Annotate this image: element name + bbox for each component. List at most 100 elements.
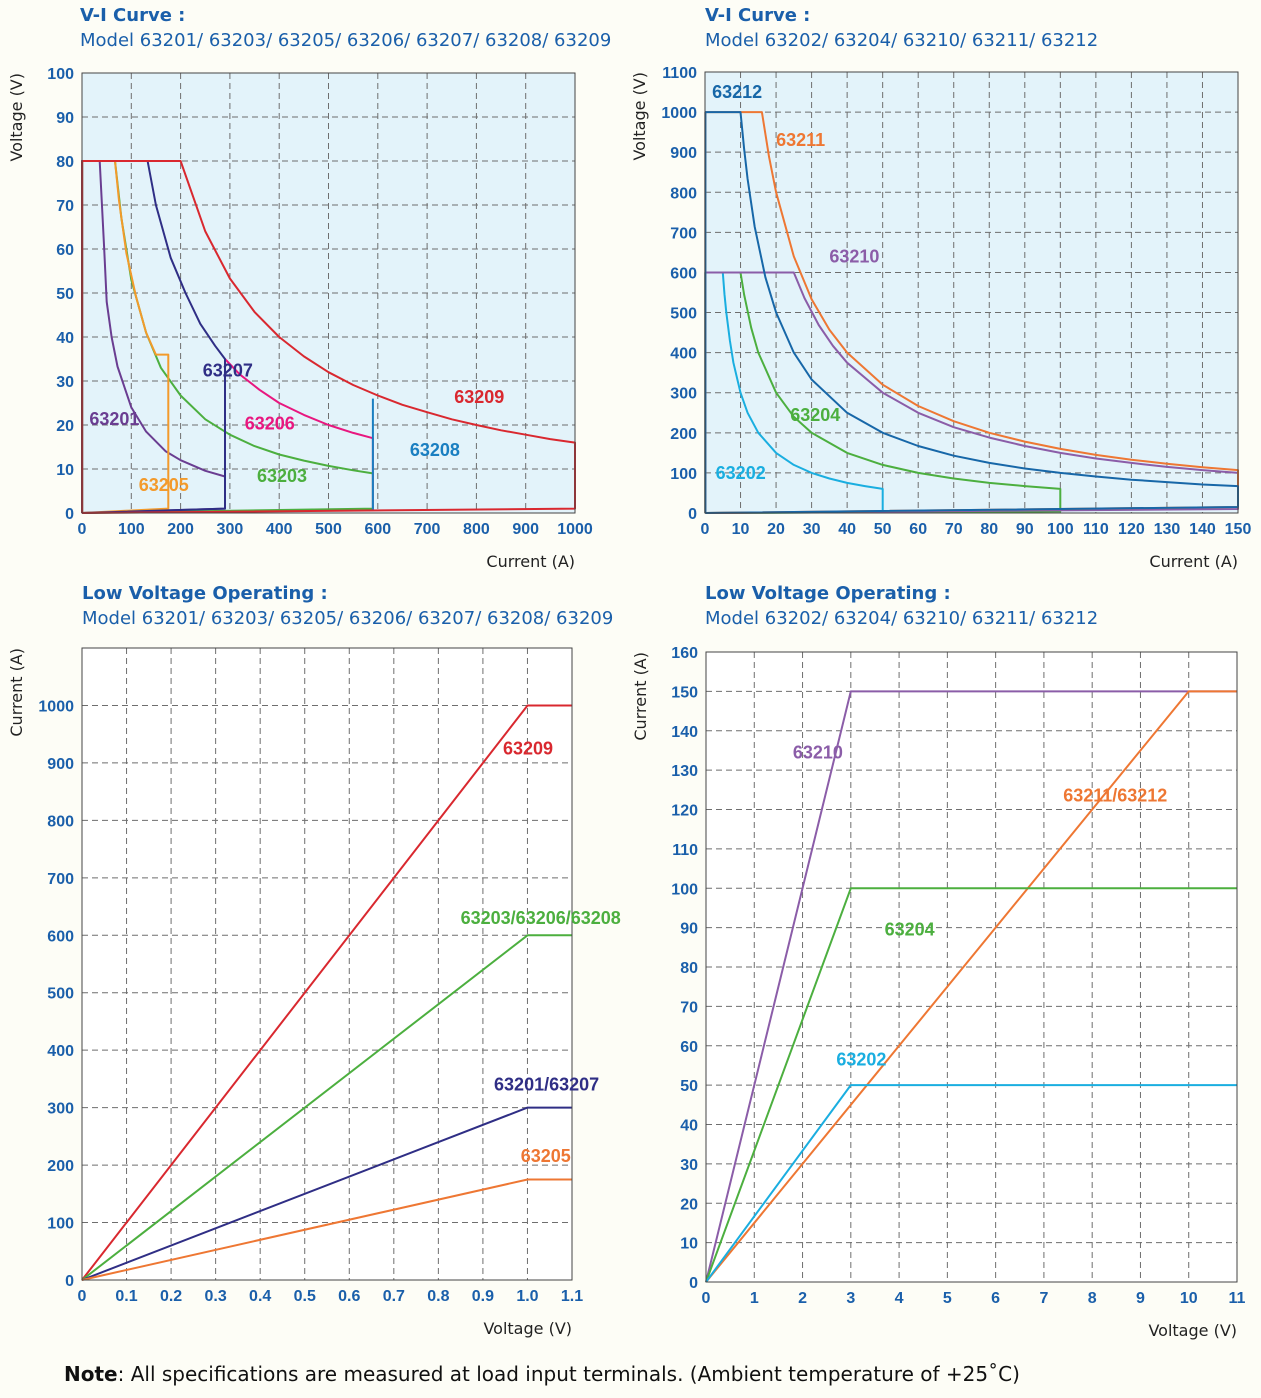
plot-frame: [81, 72, 576, 514]
y-tick-label: 1100: [662, 65, 697, 82]
y-tick-label: 200: [670, 426, 697, 443]
y-tick-label: 100: [670, 466, 697, 483]
footnote: Note: All specifications are measured at…: [64, 1362, 1020, 1386]
y-tick-label: 0: [65, 506, 74, 523]
y-tick-label: 200: [47, 1158, 74, 1175]
y-tick-label: 1000: [661, 105, 697, 122]
x-axis-title: Current (A): [486, 552, 575, 571]
y-tick-label: 300: [47, 1101, 74, 1118]
chart3-title: Low Voltage Operating :: [82, 583, 328, 604]
x-tick-label: 0.2: [160, 1288, 182, 1305]
x-tick-label: 3: [846, 1290, 855, 1307]
series-line-63205: [81, 1178, 572, 1281]
series-line-63203-63206-63208: [81, 934, 572, 1281]
x-tick-label: 130: [1154, 521, 1181, 538]
plot-frame: [705, 651, 1238, 1283]
y-tick-label: 800: [47, 813, 74, 830]
plot-frame: [704, 71, 1239, 514]
chart2-title-block: V-I Curve : Model 63202/ 63204/ 63210/ 6…: [705, 4, 1098, 54]
y-tick-label: 700: [47, 871, 74, 888]
y-tick-label: 130: [671, 763, 698, 780]
series-label-63205: 63205: [521, 1146, 571, 1166]
x-tick-label: 80: [980, 521, 998, 538]
series-line-63209: [81, 704, 572, 1281]
y-tick-label: 140: [671, 724, 698, 741]
y-axis-title: Voltage (V): [630, 72, 649, 161]
y-tick-label: 100: [47, 66, 74, 83]
chart4-title-block: Low Voltage Operating : Model 63202/ 632…: [705, 582, 1098, 632]
y-tick-label: 20: [680, 1196, 698, 1213]
x-tick-label: 70: [945, 521, 963, 538]
y-tick-label: 60: [680, 1039, 698, 1056]
y-tick-label: 50: [680, 1078, 698, 1095]
series-line-63204: [704, 271, 1062, 514]
plot-frame: [81, 647, 573, 1281]
y-axis-title: Voltage (V): [7, 73, 26, 162]
series-label-63212: 63212: [712, 82, 762, 102]
x-axis-title: Voltage (V): [483, 1319, 572, 1338]
y-tick-label: 120: [671, 803, 698, 820]
y-tick-label: 20: [56, 418, 74, 435]
chart3-title-block: Low Voltage Operating : Model 63201/ 632…: [82, 582, 613, 632]
y-tick-label: 160: [671, 645, 698, 662]
chart4-title: Low Voltage Operating :: [705, 583, 951, 604]
x-tick-label: 0.1: [115, 1288, 137, 1305]
y-tick-label: 10: [680, 1236, 698, 1253]
y-axis-title: Current (A): [631, 652, 650, 741]
x-tick-label: 150: [1225, 521, 1252, 538]
series-label-63203: 63203: [257, 466, 307, 486]
series-label-63204: 63204: [885, 920, 935, 940]
series-label-63209: 63209: [503, 738, 553, 758]
series-label-63203-63206-63208: 63203/63206/63208: [461, 908, 621, 928]
series-label-63207: 63207: [203, 361, 253, 381]
x-tick-label: 100: [1047, 521, 1074, 538]
series-label-63205: 63205: [139, 475, 189, 495]
y-axis-title: Current (A): [7, 648, 26, 737]
y-tick-label: 110: [672, 842, 698, 859]
y-tick-label: 900: [670, 145, 697, 162]
chart2-title: V-I Curve :: [705, 5, 811, 26]
x-tick-label: 0.7: [383, 1288, 405, 1305]
y-tick-label: 100: [47, 1216, 74, 1233]
y-tick-label: 300: [670, 386, 697, 403]
y-tick-label: 600: [47, 928, 74, 945]
series-label-63210: 63210: [793, 742, 843, 762]
x-tick-label: 11: [1229, 1290, 1246, 1307]
series-label-63211-63212: 63211/63212: [1063, 786, 1167, 806]
y-tick-label: 10: [56, 462, 74, 479]
y-tick-label: 40: [680, 1118, 698, 1135]
x-axis-title: Voltage (V): [1148, 1321, 1237, 1340]
x-tick-label: 8: [1088, 1290, 1097, 1307]
x-tick-label: 0.3: [205, 1288, 227, 1305]
y-tick-label: 90: [680, 921, 698, 938]
x-tick-label: 7: [1039, 1290, 1048, 1307]
y-tick-label: 40: [56, 330, 74, 347]
x-tick-label: 800: [463, 521, 490, 538]
x-tick-label: 500: [315, 521, 342, 538]
plot-background: [705, 72, 1238, 513]
series-label-63201: 63201: [89, 409, 139, 429]
y-tick-label: 60: [56, 242, 74, 259]
x-tick-label: 0.8: [427, 1288, 449, 1305]
series-line-63201-63207: [81, 1106, 572, 1281]
series-label-63204: 63204: [790, 405, 840, 425]
y-tick-label: 30: [680, 1157, 698, 1174]
x-tick-label: 900: [512, 521, 539, 538]
series-label-63211: 63211: [776, 130, 825, 150]
x-tick-label: 700: [414, 521, 441, 538]
y-tick-label: 0: [689, 1275, 698, 1292]
x-tick-label: 110: [1083, 521, 1109, 538]
x-tick-label: 1: [750, 1290, 759, 1307]
x-tick-label: 400: [266, 521, 293, 538]
note-text: : All specifications are measured at loa…: [117, 1362, 1020, 1386]
x-tick-label: 0.9: [472, 1288, 494, 1305]
y-tick-label: 80: [680, 960, 698, 977]
x-tick-label: 300: [217, 521, 244, 538]
y-tick-label: 500: [47, 986, 74, 1003]
x-tick-label: 40: [838, 521, 856, 538]
y-tick-label: 400: [47, 1043, 74, 1060]
y-tick-label: 150: [671, 684, 698, 701]
